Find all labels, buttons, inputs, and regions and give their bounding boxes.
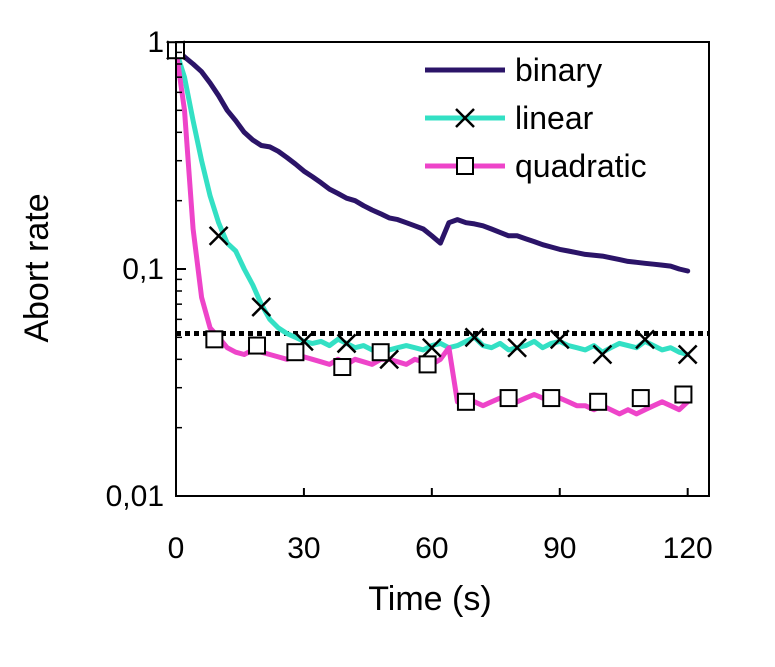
ticks-layer: 0 30 60 90 120 0,01 0,1 1 [106, 26, 713, 565]
marker-quadratic [371, 343, 390, 362]
legend-marker-linear [455, 108, 475, 128]
marker-quadratic [333, 358, 352, 377]
marker-quadratic [456, 392, 475, 411]
marker-quadratic [205, 330, 224, 349]
x-tick-label: 0 [168, 532, 185, 565]
series-line-linear [173, 47, 691, 357]
marker-linear [251, 297, 272, 317]
marker-linear [677, 344, 698, 365]
marker-linear [208, 225, 229, 246]
marker-quadratic [286, 343, 305, 362]
y-axis-title: Abort rate [18, 193, 56, 342]
marker-quadratic [631, 389, 650, 408]
marker-linear [336, 333, 357, 354]
marker-linear [464, 327, 485, 348]
plot-area-frame [175, 41, 710, 497]
markers-layer [166, 40, 698, 411]
x-tick-label: 120 [663, 532, 713, 565]
x-tick-label: 90 [543, 532, 576, 565]
legend-label-binary: binary [515, 52, 602, 88]
legend-marker-quadratic [456, 157, 474, 175]
legend: binary linear quadratic [425, 52, 647, 184]
legend-label-quadratic: quadratic [515, 148, 647, 184]
marker-linear [549, 329, 570, 350]
marker-quadratic [418, 355, 437, 374]
x-axis-title: Time (s) [368, 580, 491, 618]
y-tick-label: 0,1 [122, 253, 164, 286]
marker-quadratic [499, 389, 518, 408]
marker-linear [421, 337, 442, 358]
marker-quadratic [589, 392, 608, 411]
x-tick-label: 30 [287, 532, 320, 565]
series-line-binary [173, 47, 691, 274]
y-tick-label: 1 [147, 26, 164, 59]
marker-linear [592, 344, 613, 365]
marker-quadratic [248, 336, 267, 355]
marker-quadratic [542, 389, 561, 408]
lines-layer [173, 47, 709, 417]
legend-label-linear: linear [515, 100, 594, 136]
x-tick-label: 60 [415, 532, 448, 565]
marker-quadratic [674, 385, 693, 404]
marker-linear [507, 337, 528, 358]
marker-linear [635, 329, 655, 350]
y-tick-label: 0,01 [106, 480, 164, 513]
